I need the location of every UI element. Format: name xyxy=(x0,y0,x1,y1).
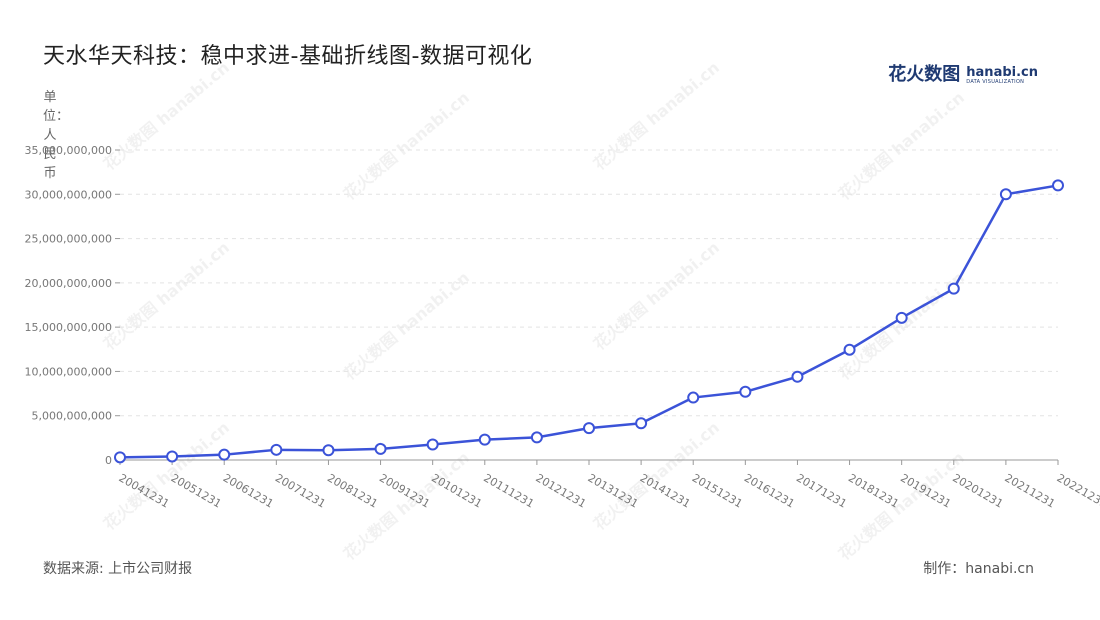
data-point[interactable] xyxy=(635,417,648,430)
data-point[interactable] xyxy=(843,343,856,356)
data-point[interactable] xyxy=(478,433,491,446)
logo-en-text: hanabi.cn xyxy=(966,65,1038,80)
brand-logo: 花火数图 hanabi.cn DATA VISUALIZATION xyxy=(888,60,1038,86)
data-point[interactable] xyxy=(114,451,126,464)
y-tick-label: 30,000,000,000 xyxy=(25,188,112,201)
watermark-text: 花火数图 hanabi.cn xyxy=(590,238,723,354)
data-point[interactable] xyxy=(687,391,700,404)
data-point[interactable] xyxy=(166,450,179,463)
series-layer xyxy=(114,179,1064,464)
x-tick-label: 20061231 xyxy=(221,471,276,510)
credit-text: 制作：hanabi.cn xyxy=(923,561,1034,577)
y-axis-ticks: 0 5,000,000,000 10,000,000,000 15,000,000,0… xyxy=(25,144,120,467)
watermark-text: 花火数图 hanabi.cn xyxy=(835,88,968,204)
x-tick-label: 20161231 xyxy=(742,471,797,510)
data-point[interactable] xyxy=(322,444,335,457)
y-tick-label: 25,000,000,000 xyxy=(25,233,112,246)
data-source: 数据来源: 上市公司财报 xyxy=(43,561,193,577)
x-tick-label: 20111231 xyxy=(481,471,536,510)
x-tick-label: 20081231 xyxy=(325,471,380,510)
watermark-text: 花火数图 hanabi.cn xyxy=(340,268,473,384)
data-point[interactable] xyxy=(426,438,439,451)
data-point[interactable] xyxy=(739,385,752,398)
y-tick-label: 10,000,000,000 xyxy=(25,365,112,378)
grid-lines xyxy=(120,149,1058,417)
y-tick-label: 35,000,000,000 xyxy=(25,144,112,157)
x-tick-label: 20071231 xyxy=(273,471,328,510)
y-tick-label: 5,000,000,000 xyxy=(32,410,112,423)
logo-cn-text: 花火数图 xyxy=(888,64,961,85)
x-tick-label: 20201231 xyxy=(950,471,1005,510)
x-tick-label: 20051231 xyxy=(169,471,224,510)
data-point[interactable] xyxy=(270,443,283,456)
x-tick-label: 20181231 xyxy=(846,471,901,510)
x-tick-label: 20211231 xyxy=(1002,471,1057,510)
logo-en-subtext: DATA VISUALIZATION xyxy=(966,79,1025,85)
y-tick-label: 0 xyxy=(105,454,112,467)
watermark-text: 花火数图 hanabi.cn xyxy=(340,448,473,564)
logo-en-block: hanabi.cn DATA VISUALIZATION xyxy=(966,66,1038,86)
watermark-text: 花火数图 hanabi.cn xyxy=(590,58,723,174)
data-point[interactable] xyxy=(947,282,960,295)
watermark-text: 花火数图 hanabi.cn xyxy=(835,268,968,384)
y-tick-label: 15,000,000,000 xyxy=(25,321,112,334)
y-tick-label: 20,000,000,000 xyxy=(25,277,112,290)
data-point[interactable] xyxy=(1052,179,1064,192)
data-point[interactable] xyxy=(583,422,595,435)
data-point[interactable] xyxy=(374,442,387,455)
x-tick-label: 20151231 xyxy=(690,471,745,510)
watermark-text: 花火数图 hanabi.cn xyxy=(100,238,233,354)
x-tick-label: 20171231 xyxy=(794,471,849,510)
data-point[interactable] xyxy=(218,448,231,461)
data-point[interactable] xyxy=(895,311,908,324)
data-point[interactable] xyxy=(530,431,543,444)
x-tick-label: 20121231 xyxy=(533,471,588,510)
data-point[interactable] xyxy=(791,370,804,383)
chart-title: 天水华天科技：稳中求进-基础折线图-数据可视化 xyxy=(43,44,533,69)
data-point[interactable] xyxy=(999,188,1012,201)
watermark-text: 花火数图 hanabi.cn xyxy=(340,88,473,204)
watermark-text: 花火数图 hanabi.cn xyxy=(100,58,233,174)
x-tick-label: 20221231 xyxy=(1055,471,1100,510)
